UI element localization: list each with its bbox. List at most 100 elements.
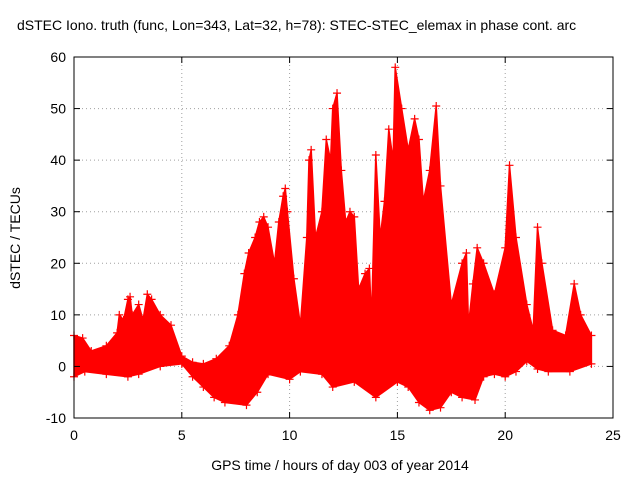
data-point-lower bbox=[156, 362, 165, 371]
data-point-upper bbox=[391, 63, 400, 72]
data-point-upper bbox=[529, 326, 538, 335]
data-point-upper bbox=[102, 341, 111, 350]
data-point-upper bbox=[113, 328, 122, 337]
data-point-lower bbox=[210, 393, 219, 402]
data-point-upper bbox=[138, 316, 147, 325]
data-point-lower bbox=[134, 370, 143, 379]
data-point-upper bbox=[326, 156, 335, 165]
data-point-lower bbox=[264, 370, 273, 379]
data-point-lower bbox=[317, 370, 326, 379]
plot-frame bbox=[73, 56, 614, 419]
data-point-upper bbox=[376, 233, 385, 242]
data-point-upper bbox=[143, 290, 152, 299]
data-point-lower bbox=[220, 398, 229, 407]
data-point-upper bbox=[317, 207, 326, 216]
data-point-upper bbox=[561, 331, 570, 340]
y-tick-label: 30 bbox=[50, 204, 66, 220]
data-point-upper bbox=[501, 243, 510, 252]
y-axis-label: dSTEC / TECUs bbox=[7, 187, 23, 289]
data-point-upper bbox=[537, 259, 546, 268]
data-point-upper bbox=[244, 248, 253, 257]
y-tick-label: 40 bbox=[50, 152, 66, 168]
data-point-upper bbox=[345, 207, 354, 216]
data-point-upper bbox=[533, 223, 542, 232]
data-point-upper bbox=[350, 212, 359, 221]
y-tick-label: 0 bbox=[58, 358, 66, 374]
data-point-upper bbox=[505, 161, 514, 170]
data-point-upper bbox=[365, 264, 374, 273]
data-point-lower bbox=[471, 395, 480, 404]
data-point-upper bbox=[354, 285, 363, 294]
data-point-lower bbox=[188, 372, 197, 381]
data-point-upper bbox=[361, 269, 370, 278]
data-point-upper bbox=[384, 125, 393, 134]
data-point-upper bbox=[432, 101, 441, 110]
data-point-upper bbox=[281, 184, 290, 193]
data-point-upper bbox=[570, 279, 579, 288]
data-point-upper bbox=[87, 346, 96, 355]
data-point-lower bbox=[296, 367, 305, 376]
data-point-upper bbox=[548, 326, 557, 335]
data-point-upper bbox=[307, 145, 316, 154]
data-point-lower bbox=[533, 365, 542, 374]
data-point-upper bbox=[199, 359, 208, 368]
data-point-upper bbox=[468, 279, 477, 288]
data-point-upper bbox=[479, 259, 488, 268]
data-point-lower bbox=[479, 372, 488, 381]
data-point-upper bbox=[473, 243, 482, 252]
chart-title: dSTEC Iono. truth (func, Lon=343, Lat=32… bbox=[17, 17, 576, 33]
data-point-upper bbox=[240, 269, 249, 278]
data-point-upper bbox=[328, 104, 337, 113]
data-point-upper bbox=[126, 292, 135, 301]
data-point-upper bbox=[404, 145, 413, 154]
data-point-lower bbox=[328, 383, 337, 392]
data-point-lower bbox=[490, 370, 499, 379]
data-point-upper bbox=[436, 181, 445, 190]
y-tick-label: -10 bbox=[46, 410, 66, 426]
data-point-upper bbox=[522, 300, 531, 309]
data-point-lower bbox=[177, 359, 186, 368]
x-tick-label: 15 bbox=[390, 427, 406, 443]
data-point-upper bbox=[425, 166, 434, 175]
data-point-upper bbox=[410, 114, 419, 123]
data-point-upper bbox=[322, 135, 331, 144]
data-point-upper bbox=[380, 197, 389, 206]
data-point-upper bbox=[341, 218, 350, 227]
data-point-upper bbox=[212, 354, 221, 363]
data-point-lower bbox=[511, 367, 520, 376]
data-point-lower bbox=[242, 401, 251, 410]
data-point-lower bbox=[565, 367, 574, 376]
x-axis-label: GPS time / hours of day 003 of year 2014 bbox=[211, 457, 469, 473]
data-point-lower bbox=[285, 375, 294, 384]
data-point-upper bbox=[490, 290, 499, 299]
data-point-upper bbox=[259, 212, 268, 221]
data-point-upper bbox=[233, 310, 242, 319]
data-point-lower bbox=[414, 398, 423, 407]
data-point-upper bbox=[389, 156, 398, 165]
data-point-lower bbox=[80, 367, 89, 376]
y-tick-label: 50 bbox=[50, 101, 66, 117]
data-point-upper bbox=[397, 104, 406, 113]
data-point-lower bbox=[544, 367, 553, 376]
data-point-upper bbox=[255, 218, 264, 227]
data-point-upper bbox=[78, 334, 87, 343]
data-point-lower bbox=[522, 357, 531, 366]
data-point-upper bbox=[264, 223, 273, 232]
data-point-upper bbox=[419, 197, 428, 206]
data-point-upper bbox=[225, 341, 234, 350]
data-point-lower bbox=[253, 388, 262, 397]
data-point-upper bbox=[464, 321, 473, 330]
data-point-upper bbox=[283, 207, 292, 216]
data-layer bbox=[70, 63, 596, 415]
data-point-upper bbox=[447, 300, 456, 309]
data-point-lower bbox=[199, 383, 208, 392]
data-point-upper bbox=[462, 248, 471, 257]
data-point-upper bbox=[333, 89, 342, 98]
data-point-upper bbox=[305, 156, 314, 165]
data-point-upper bbox=[177, 352, 186, 361]
x-tick-label: 10 bbox=[282, 427, 298, 443]
data-point-lower bbox=[501, 372, 510, 381]
data-point-upper bbox=[115, 310, 124, 319]
data-point-lower bbox=[436, 403, 445, 412]
